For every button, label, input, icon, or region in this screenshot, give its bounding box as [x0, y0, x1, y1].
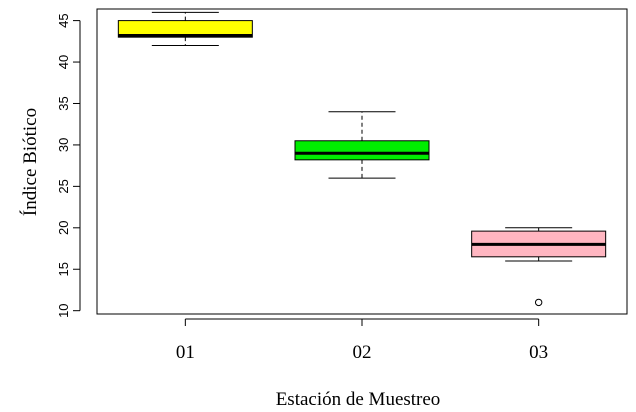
y-tick-label: 10	[56, 303, 71, 317]
x-tick-label: 03	[529, 342, 548, 363]
box-01	[117, 11, 253, 46]
y-tick-label: 15	[56, 262, 71, 276]
y-tick-label: 45	[56, 13, 71, 27]
y-axis: 10 15 20 25 30 35 40 45	[56, 13, 81, 318]
plot-frame	[96, 8, 628, 315]
y-tick-label: 40	[56, 55, 71, 69]
x-tick-label: 01	[176, 342, 195, 363]
outlier-point	[534, 298, 543, 307]
x-axis-title: Estación de Muestreo	[276, 389, 441, 410]
y-tick-label: 35	[56, 96, 71, 110]
y-tick-label: 20	[56, 221, 71, 235]
box-02	[294, 111, 430, 179]
box-iqr	[294, 140, 430, 161]
box-03	[471, 227, 607, 307]
y-axis-title: Índice Biótico	[19, 108, 41, 216]
boxes-layer	[117, 11, 607, 307]
y-tick-label: 25	[56, 179, 71, 193]
x-tick-label: 02	[353, 342, 372, 363]
x-axis: 01 02 03	[176, 318, 548, 363]
box-iqr	[117, 20, 253, 38]
y-tick-label: 30	[56, 138, 71, 152]
